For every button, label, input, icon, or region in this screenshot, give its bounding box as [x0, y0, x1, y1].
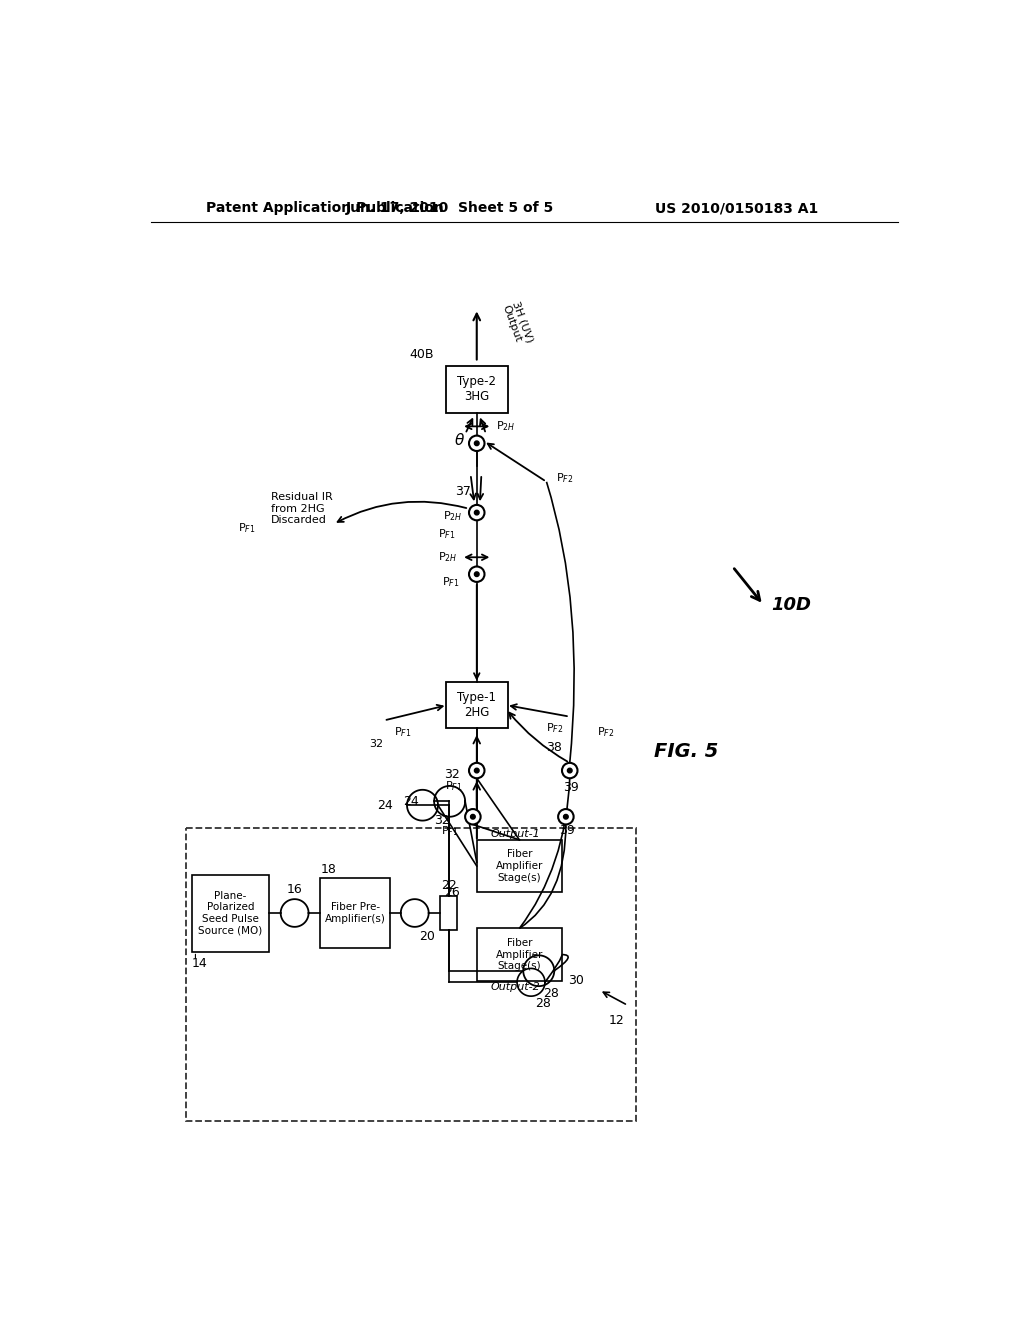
Circle shape — [465, 809, 480, 825]
FancyBboxPatch shape — [477, 840, 562, 892]
FancyBboxPatch shape — [477, 928, 562, 981]
Circle shape — [474, 572, 479, 577]
Text: Type-2
3HG: Type-2 3HG — [458, 375, 497, 404]
FancyBboxPatch shape — [191, 874, 269, 952]
Circle shape — [562, 763, 578, 779]
Text: 26: 26 — [444, 886, 460, 899]
Text: 10D: 10D — [771, 597, 811, 614]
Text: P$_{F2}$: P$_{F2}$ — [546, 721, 563, 735]
Text: Output-2: Output-2 — [490, 982, 541, 991]
Text: P$_{F1}$: P$_{F1}$ — [442, 576, 460, 589]
FancyBboxPatch shape — [445, 682, 508, 729]
Text: 37: 37 — [455, 484, 471, 498]
Circle shape — [558, 809, 573, 825]
Circle shape — [474, 511, 479, 515]
Text: Jun. 17, 2010  Sheet 5 of 5: Jun. 17, 2010 Sheet 5 of 5 — [345, 202, 554, 215]
Text: 30: 30 — [568, 974, 584, 987]
Text: 12: 12 — [608, 1014, 625, 1027]
Text: P$_{2H}$: P$_{2H}$ — [496, 420, 515, 433]
Text: 28: 28 — [543, 987, 558, 1001]
Text: 39: 39 — [559, 824, 575, 837]
Text: θ: θ — [455, 433, 465, 449]
Text: FIG. 5: FIG. 5 — [653, 742, 718, 760]
Text: 39: 39 — [563, 781, 580, 795]
Text: Type-1
2HG: Type-1 2HG — [458, 692, 497, 719]
Text: 18: 18 — [321, 862, 336, 875]
Text: Fiber
Amplifier
Stage(s): Fiber Amplifier Stage(s) — [496, 850, 543, 883]
Circle shape — [474, 441, 479, 446]
Text: 38: 38 — [547, 741, 562, 754]
Text: 28: 28 — [535, 998, 551, 1010]
Circle shape — [474, 768, 479, 774]
Text: US 2010/0150183 A1: US 2010/0150183 A1 — [655, 202, 818, 215]
Text: P$_{2H}$: P$_{2H}$ — [438, 550, 458, 564]
Circle shape — [563, 814, 568, 818]
FancyBboxPatch shape — [440, 896, 458, 929]
Circle shape — [469, 504, 484, 520]
Text: P$_{2H}$: P$_{2H}$ — [443, 510, 463, 523]
Text: 32: 32 — [369, 739, 383, 748]
Circle shape — [567, 768, 572, 774]
Text: Patent Application Publication: Patent Application Publication — [206, 202, 443, 215]
Text: 40B: 40B — [410, 348, 434, 362]
Text: P$_{F1}$: P$_{F1}$ — [441, 824, 459, 837]
Text: 3H (UV)
Output: 3H (UV) Output — [500, 300, 536, 348]
FancyBboxPatch shape — [445, 367, 508, 412]
Circle shape — [471, 814, 475, 818]
Text: Output-1: Output-1 — [490, 829, 541, 838]
Circle shape — [469, 566, 484, 582]
Text: 22: 22 — [441, 879, 457, 892]
Text: 14: 14 — [191, 957, 207, 970]
Text: 32: 32 — [434, 814, 450, 828]
Circle shape — [469, 763, 484, 779]
Text: 16: 16 — [287, 883, 302, 896]
Text: P$_{F1}$: P$_{F1}$ — [394, 725, 412, 739]
Text: P$_{F1}$: P$_{F1}$ — [437, 527, 455, 541]
Text: 24: 24 — [402, 795, 419, 808]
Text: 32: 32 — [444, 768, 460, 781]
FancyBboxPatch shape — [321, 878, 390, 948]
Text: 24: 24 — [377, 799, 393, 812]
Circle shape — [469, 436, 484, 451]
Text: P$_{F1}$: P$_{F1}$ — [445, 779, 463, 793]
Text: P$_{F2}$: P$_{F2}$ — [597, 725, 614, 739]
Text: Residual IR
from 2HG
Discarded: Residual IR from 2HG Discarded — [271, 492, 333, 525]
Text: Fiber
Amplifier
Stage(s): Fiber Amplifier Stage(s) — [496, 939, 543, 972]
Text: Plane-
Polarized
Seed Pulse
Source (MO): Plane- Polarized Seed Pulse Source (MO) — [199, 891, 262, 936]
Text: P$_{F1}$: P$_{F1}$ — [239, 521, 256, 535]
Text: P$_{F2}$: P$_{F2}$ — [556, 471, 573, 484]
Text: 20: 20 — [419, 929, 434, 942]
Text: Fiber Pre-
Amplifier(s): Fiber Pre- Amplifier(s) — [325, 902, 385, 924]
